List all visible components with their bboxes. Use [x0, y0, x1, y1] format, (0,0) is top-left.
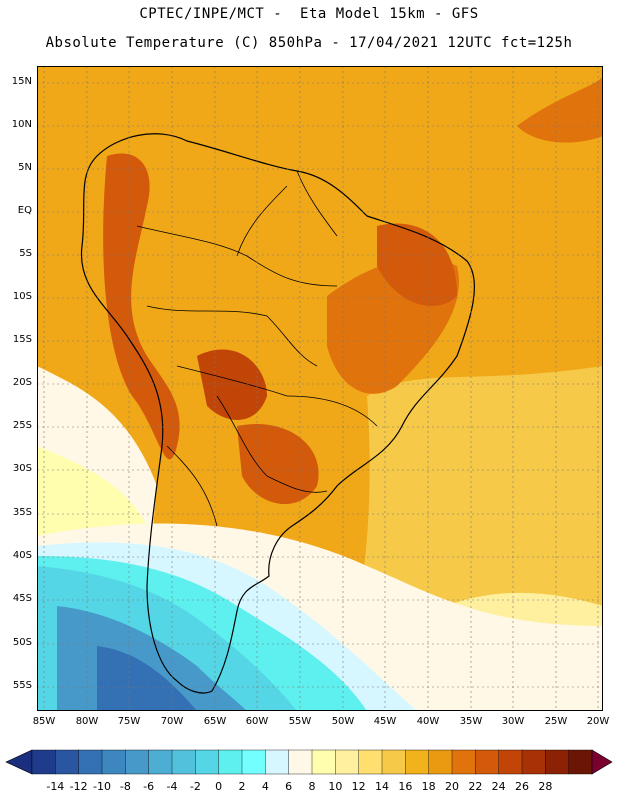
lat-label: 15N: [11, 76, 32, 87]
colorbar-swatch: [78, 749, 103, 775]
colorbar-swatch: [148, 749, 173, 775]
colorbar-swatch: [335, 749, 360, 775]
map-title-line-2: Absolute Temperature (C) 850hPa - 17/04/…: [45, 35, 573, 51]
lon-label: 80W: [75, 716, 99, 727]
colorbar-swatch: [568, 749, 593, 775]
lat-label: 15S: [12, 334, 32, 345]
lat-label: 10N: [11, 119, 32, 130]
field-chaco-hot: [197, 349, 267, 420]
colorbar-high-arrow: [591, 749, 613, 775]
lon-label: 75W: [117, 716, 141, 727]
lat-label: EQ: [17, 205, 32, 216]
lon-label: 45W: [373, 716, 397, 727]
lat-label: 5N: [18, 162, 32, 173]
lat-label: 30S: [12, 463, 32, 474]
colorbar-swatch: [545, 749, 570, 775]
colorbar-tick-label: -6: [143, 780, 155, 793]
colorbar-swatch: [311, 749, 337, 775]
colorbar-tick-label: -8: [119, 780, 131, 793]
colorbar-swatch: [218, 749, 243, 775]
colorbar-swatch: [428, 749, 453, 775]
temperature-colorbar: [5, 749, 613, 775]
colorbar-swatch: [498, 749, 523, 775]
colorbar-tick-label: -10: [93, 780, 111, 793]
colorbar-swatch: [171, 749, 197, 775]
colorbar-tick-label: 0: [215, 780, 223, 793]
colorbar-tick-label: -2: [189, 780, 201, 793]
colorbar-tick-label: 4: [261, 780, 269, 793]
lon-label: 60W: [245, 716, 269, 727]
lon-label: 40W: [416, 716, 440, 727]
field-pampa-warm: [237, 424, 319, 505]
colorbar-swatch: [241, 749, 267, 775]
lat-label: 45S: [12, 593, 32, 604]
lon-label: 35W: [459, 716, 483, 727]
colorbar-tick-label: 26: [515, 780, 529, 793]
lon-label: 50W: [331, 716, 355, 727]
colorbar-swatch: [475, 749, 500, 775]
south-america-coastline: [80, 133, 476, 694]
lon-label: 70W: [160, 716, 184, 727]
colorbar-swatch: [125, 749, 150, 775]
colorbar-tick-label: 24: [491, 780, 506, 793]
colorbar-swatch: [288, 749, 313, 775]
colorbar-tick-label: 14: [375, 780, 389, 793]
colorbar-swatch: [451, 749, 477, 775]
colorbar-swatch: [381, 749, 407, 775]
temperature-map[interactable]: [37, 66, 603, 711]
colorbar-tick-label: 10: [328, 780, 343, 793]
lat-label: 20S: [12, 377, 32, 388]
colorbar-tick-label: 8: [308, 780, 316, 793]
colorbar-swatch: [101, 749, 127, 775]
lat-label: 55S: [12, 680, 32, 691]
lon-label: 65W: [203, 716, 227, 727]
lon-label: 55W: [288, 716, 312, 727]
lon-label: 25W: [544, 716, 568, 727]
colorbar-swatch: [265, 749, 290, 775]
colorbar-tick-label: -12: [69, 780, 88, 793]
lon-label: 20W: [586, 716, 610, 727]
lat-label: 35S: [12, 507, 32, 518]
colorbar-swatch: [358, 749, 383, 775]
field-andes-hot: [103, 153, 180, 460]
colorbar-tick-label: -14: [46, 780, 65, 793]
colorbar-tick-label: 28: [538, 780, 553, 793]
colorbar-swatch: [55, 749, 80, 775]
field-ne-brazil-hot: [377, 223, 457, 306]
lon-label: 85W: [32, 716, 56, 727]
colorbar-swatch: [195, 749, 220, 775]
colorbar-low-arrow: [5, 749, 33, 775]
colorbar-tick-label: 6: [285, 780, 293, 793]
colorbar-tick-label: 18: [421, 780, 436, 793]
colorbar-tick-label: 22: [468, 780, 483, 793]
field-south-blue3: [97, 646, 197, 711]
colorbar-tick-label: 20: [445, 780, 459, 793]
colorbar-swatch: [405, 749, 430, 775]
lat-label: 5S: [19, 248, 32, 259]
map-title-line-1: CPTEC/INPE/MCT - Eta Model 15km - GFS: [139, 6, 479, 22]
colorbar-tick-label: 16: [398, 780, 413, 793]
colorbar-tick-label: -4: [166, 780, 178, 793]
lon-label: 30W: [501, 716, 525, 727]
colorbar-swatch: [31, 749, 57, 775]
lat-label: 25S: [12, 420, 32, 431]
colorbar-swatch: [521, 749, 547, 775]
lat-label: 40S: [12, 550, 32, 561]
country-borders: [136, 170, 378, 527]
colorbar-tick-label: 12: [351, 780, 366, 793]
colorbar-tick-label: 2: [238, 780, 246, 793]
lat-label: 10S: [12, 291, 32, 302]
graticule: [37, 66, 603, 711]
lat-label: 50S: [12, 637, 32, 648]
